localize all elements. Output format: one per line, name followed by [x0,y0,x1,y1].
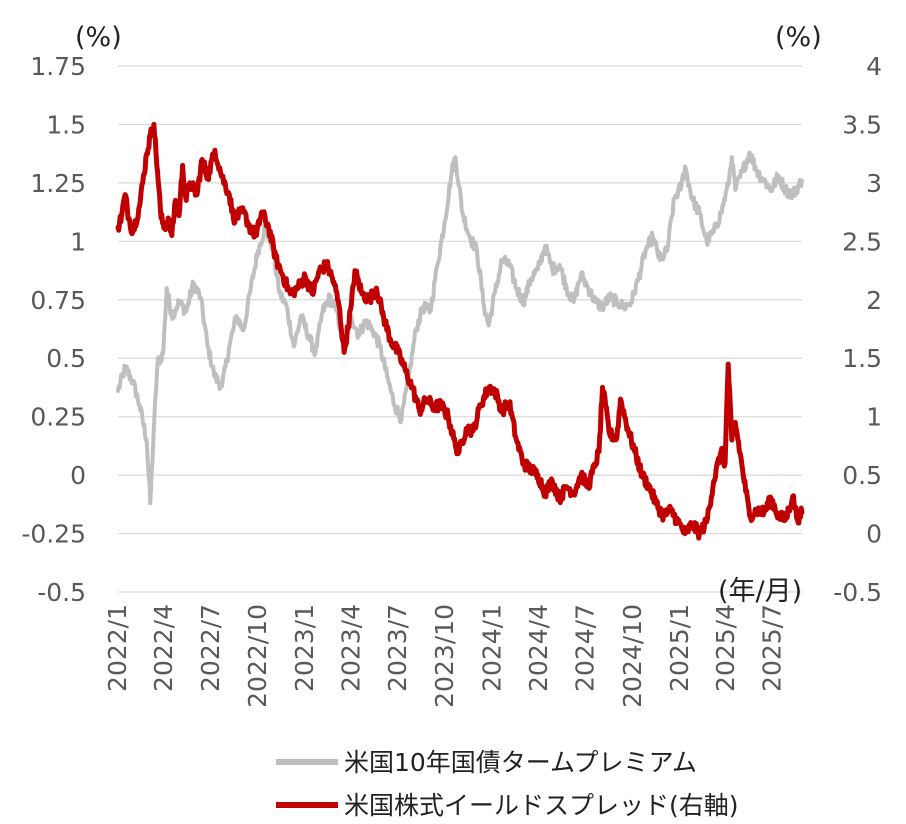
left-tick-label: 0 [70,461,86,490]
x-tick-label: 2022/7 [196,604,225,692]
x-tick-label: 2024/10 [618,604,647,708]
x-tick-label: 2025/1 [665,604,694,692]
x-tick-label: 2023/10 [430,604,459,708]
right-tick-label: 2 [866,286,882,315]
legend-label-equity-yield-spread: 米国株式イールドスプレッド(右軸) [344,791,739,820]
right-y-axis: -0.5 0 0.5 1 1.5 2 2.5 3 3.5 4 [833,52,882,607]
x-tick-label: 2024/1 [477,604,506,692]
left-tick-label: 1.25 [30,169,86,198]
right-tick-label: 0.5 [842,461,882,490]
x-tick-label: 2022/4 [149,604,178,692]
right-tick-label: 1.5 [842,344,882,373]
right-tick-label: 3 [866,169,882,198]
left-tick-label: 0.5 [46,344,86,373]
left-tick-label: 0.25 [30,403,86,432]
right-tick-label: 3.5 [842,110,882,139]
legend-item-term-premium: 米国10年国債タームプレミアム [276,748,697,777]
series-line-equity-yield-spread [115,121,805,541]
left-tick-label: 1.75 [30,52,86,81]
x-axis: 2022/1 2022/4 2022/7 2022/10 2023/1 2023/4 202… [103,604,787,708]
series-layer [115,121,805,541]
gridlines [118,65,802,593]
legend: 米国10年国債タームプレミアム 米国株式イールドスプレッド(右軸) [276,748,739,820]
right-tick-label: 0 [866,520,882,549]
right-tick-label: 1 [866,403,882,432]
x-tick-label: 2022/10 [243,604,272,708]
x-axis-unit: (年/月) [718,576,802,607]
legend-item-equity-yield-spread: 米国株式イールドスプレッド(右軸) [276,791,739,820]
left-tick-label: -0.25 [21,520,86,549]
x-tick-label: 2023/7 [383,604,412,692]
left-tick-label: -0.5 [37,578,86,607]
x-tick-label: 2025/7 [758,604,787,692]
x-tick-label: 2023/1 [290,604,319,692]
left-tick-label: 1.5 [46,110,86,139]
x-tick-label: 2025/4 [711,604,740,692]
left-y-axis: -0.5 -0.25 0 0.25 0.5 0.75 1 1.25 1.5 1.75 [21,52,86,607]
x-tick-label: 2024/7 [571,604,600,692]
series-line-term-premium [116,150,804,506]
right-tick-label: 4 [866,52,882,81]
x-tick-label: 2023/4 [336,604,365,692]
left-axis-unit: (%) [75,22,122,53]
left-tick-label: 0.75 [30,286,86,315]
x-tick-label: 2022/1 [103,604,132,692]
left-tick-label: 1 [70,227,86,256]
right-axis-unit: (%) [775,22,822,53]
right-tick-label: 2.5 [842,227,882,256]
x-tick-label: 2024/4 [524,604,553,692]
right-tick-label: -0.5 [833,578,882,607]
legend-label-term-premium: 米国10年国債タームプレミアム [344,748,697,777]
